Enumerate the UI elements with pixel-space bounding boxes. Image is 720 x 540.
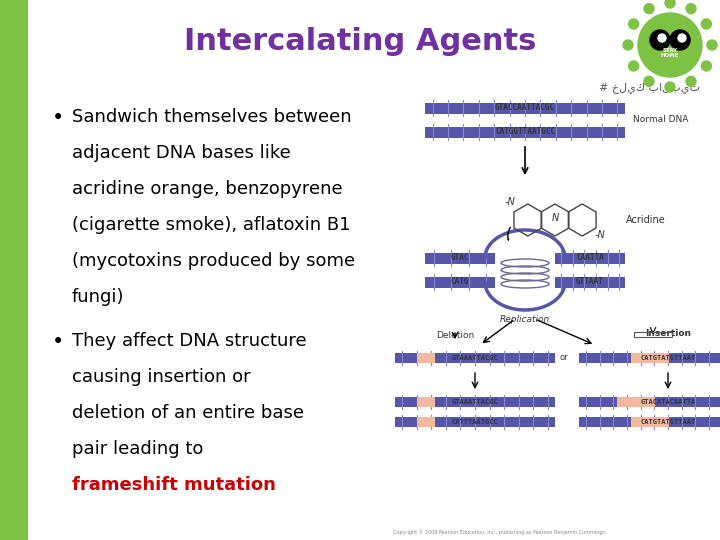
Bar: [425, 103, 625, 113]
Text: GTACATACAATTA: GTACATACAATTA: [640, 399, 696, 405]
Text: •: •: [52, 332, 64, 352]
Bar: [425, 253, 495, 264]
Circle shape: [670, 30, 690, 50]
Text: GTTAAT: GTTAAT: [576, 278, 604, 287]
Bar: [579, 397, 720, 407]
Circle shape: [658, 34, 666, 42]
Text: adjacent DNA bases like: adjacent DNA bases like: [72, 144, 291, 162]
Circle shape: [686, 76, 696, 86]
Bar: [395, 417, 555, 427]
Bar: [631, 417, 669, 427]
Text: Normal DNA: Normal DNA: [633, 116, 688, 125]
Circle shape: [701, 19, 711, 29]
Text: Insertion: Insertion: [645, 329, 691, 338]
Text: frameshift mutation: frameshift mutation: [72, 476, 276, 494]
Text: •: •: [52, 108, 64, 128]
FancyArrowPatch shape: [508, 227, 510, 240]
Bar: [579, 417, 720, 427]
Circle shape: [644, 4, 654, 14]
Text: CAATTA: CAATTA: [576, 253, 604, 262]
Text: fungi): fungi): [72, 288, 125, 306]
Text: -N: -N: [595, 230, 606, 240]
Bar: [617, 397, 655, 407]
Circle shape: [707, 40, 717, 50]
Bar: [395, 397, 555, 407]
Text: CATTTAATGCC: CATTTAATGCC: [451, 419, 498, 425]
Circle shape: [665, 0, 675, 8]
Text: GTAAATTACGC: GTAAATTACGC: [451, 399, 498, 405]
Circle shape: [629, 61, 639, 71]
Text: N: N: [552, 213, 559, 223]
Circle shape: [638, 13, 702, 77]
Bar: [579, 353, 720, 363]
Text: CATGGTTAATGCC: CATGGTTAATGCC: [495, 127, 555, 137]
Bar: [555, 276, 625, 287]
Text: causing insertion or: causing insertion or: [72, 368, 251, 386]
Text: or: or: [559, 354, 567, 362]
Text: (mycotoxins produced by some: (mycotoxins produced by some: [72, 252, 355, 270]
Text: Intercalating Agents: Intercalating Agents: [184, 28, 536, 57]
Text: (cigarette smoke), aflatoxin B1: (cigarette smoke), aflatoxin B1: [72, 216, 351, 234]
Text: deletion of an entire base: deletion of an entire base: [72, 404, 304, 422]
Circle shape: [701, 61, 711, 71]
Text: Replication: Replication: [500, 315, 550, 324]
Text: Copyright © 2009 Pearson Education, Inc., publishing as Pearson Benjamin Cumming: Copyright © 2009 Pearson Education, Inc.…: [393, 529, 607, 535]
Text: They affect DNA structure: They affect DNA structure: [72, 332, 307, 350]
Text: GTAC: GTAC: [451, 253, 469, 262]
Circle shape: [678, 34, 686, 42]
Bar: [0, 0, 28, 540]
Circle shape: [665, 82, 675, 92]
Bar: [425, 126, 625, 138]
Text: acridine orange, benzopyrene: acridine orange, benzopyrene: [72, 180, 343, 198]
Bar: [631, 353, 669, 363]
Text: # خليك بالبيت: # خليك بالبيت: [599, 82, 700, 93]
Bar: [417, 397, 435, 407]
Text: Sandwich themselves between: Sandwich themselves between: [72, 108, 351, 126]
Bar: [555, 253, 625, 264]
Text: CATGTATGTTAAT: CATGTATGTTAAT: [640, 355, 696, 361]
Text: GTACCAATTACGC: GTACCAATTACGC: [495, 104, 555, 112]
Circle shape: [686, 4, 696, 14]
Bar: [417, 417, 435, 427]
Text: GTAAATTACGC: GTAAATTACGC: [451, 355, 498, 361]
Circle shape: [644, 76, 654, 86]
Circle shape: [629, 19, 639, 29]
Bar: [425, 276, 495, 287]
Text: pair leading to: pair leading to: [72, 440, 203, 458]
Text: CATGTATGTTAAT: CATGTATGTTAAT: [640, 419, 696, 425]
Bar: [634, 332, 672, 337]
Bar: [395, 353, 555, 363]
Circle shape: [650, 30, 670, 50]
Text: Deletion: Deletion: [436, 331, 474, 340]
Text: STAY
HOME: STAY HOME: [661, 48, 679, 58]
Text: CATG: CATG: [451, 278, 469, 287]
Text: Acridine: Acridine: [626, 215, 666, 225]
Text: -N: -N: [505, 197, 516, 207]
Circle shape: [623, 40, 633, 50]
Bar: [417, 353, 435, 363]
